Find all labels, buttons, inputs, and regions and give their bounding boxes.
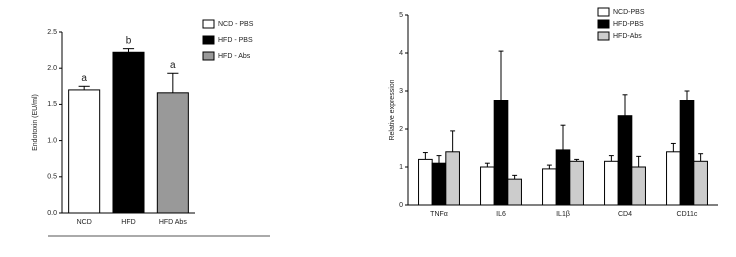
legend-swatch [202,19,215,29]
y-tick-label: 0.0 [47,210,57,217]
legend-swatch [597,7,610,17]
legend-swatch [597,19,610,29]
bar [445,151,460,206]
y-tick-label: 2.5 [47,29,57,36]
x-tick-label: TNFα [430,211,448,218]
bar [68,89,101,214]
x-tick-label: HFD [121,219,135,226]
legend-label: HFD - PBS [218,37,253,44]
bar [555,149,571,206]
legend-swatch [202,35,215,45]
legend-label: HFD-PBS [613,21,644,28]
x-tick-label: IL6 [496,211,506,218]
bar [480,166,495,206]
annotation: a [170,60,176,71]
legend-label: HFD - Abs [218,53,251,60]
x-tick-label: CD4 [618,211,632,218]
bar [507,178,522,206]
bar [431,162,447,206]
y-tick-label: 3 [399,88,403,95]
bar [569,160,584,206]
legend-label: HFD-Abs [613,33,642,40]
legend-swatch [597,31,610,41]
bar [493,100,509,206]
x-tick-label: NCD [77,219,92,226]
bar [617,115,633,206]
bar [542,168,557,206]
bar [631,166,646,206]
legend-swatch [202,51,215,61]
y-tick-label: 4 [399,50,403,57]
bar [604,160,619,206]
y-tick-label: 5 [399,12,403,19]
bar [156,92,189,214]
bar [112,51,145,214]
y-tick-label: 1 [399,164,403,171]
legend-label: NCD-PBS [613,9,645,16]
x-tick-label: IL1β [556,211,570,218]
y-axis-label: Relative expression [389,79,396,140]
bar [693,160,708,206]
y-axis-label: Endotoxin (EU/ml) [32,94,39,151]
y-tick-label: 1.0 [47,137,57,144]
bar [679,100,695,206]
bar [418,158,433,206]
y-tick-label: 0 [399,202,403,209]
bar [666,151,681,206]
legend-label: NCD - PBS [218,21,254,28]
y-tick-label: 2.0 [47,65,57,72]
x-tick-label: HFD Abs [159,219,188,226]
y-tick-label: 1.5 [47,101,57,108]
x-tick-label: CD11c [677,211,698,218]
y-tick-label: 0.5 [47,174,57,181]
y-tick-label: 2 [399,126,403,133]
annotation: a [81,73,87,84]
annotation: b [126,35,132,46]
